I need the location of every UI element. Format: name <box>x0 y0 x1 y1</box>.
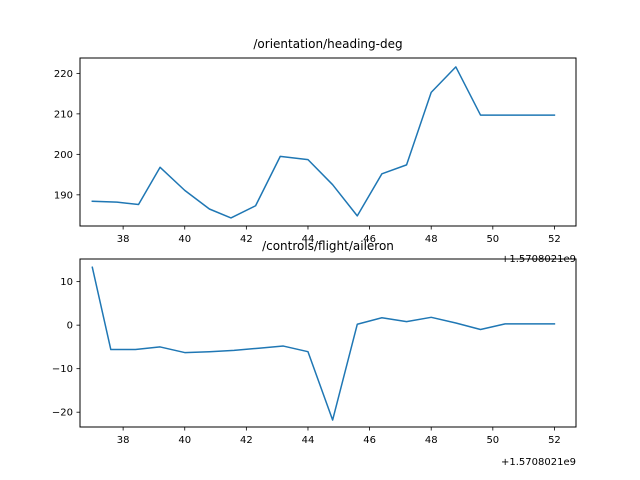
aileron-x-tick-label: 38 <box>117 435 130 446</box>
heading-x-tick-label: 50 <box>486 234 499 245</box>
aileron-x-offset-label: +1.5708021e9 <box>501 457 576 468</box>
aileron-x-tick-label: 42 <box>240 435 253 446</box>
heading-x-tick-label: 52 <box>548 234 561 245</box>
aileron-subplot: /controls/flight/aileron 38 40 42 44 46 48 50 5… <box>52 239 577 468</box>
heading-x-tick-label: 46 <box>363 234 376 245</box>
aileron-x-tick-label: 40 <box>178 435 191 446</box>
heading-y-tick-label: 210 <box>54 109 73 120</box>
heading-subplot-ticks: 38 40 42 44 46 48 50 52 190 200 210 220 <box>54 69 561 245</box>
heading-subplot-title: /orientation/heading-deg <box>253 37 402 51</box>
heading-x-tick-label: 42 <box>240 234 253 245</box>
heading-x-tick-label: 48 <box>425 234 438 245</box>
heading-y-tick-label: 200 <box>54 150 73 161</box>
aileron-x-tick-label: 46 <box>363 435 376 446</box>
aileron-x-tick-label: 50 <box>486 435 499 446</box>
aileron-x-tick-label: 44 <box>302 435 315 446</box>
heading-y-tick-label: 190 <box>54 190 73 201</box>
aileron-subplot-ticks: 38 40 42 44 46 48 50 52 10 0 −10 −20 <box>52 277 561 446</box>
aileron-subplot-title: /controls/flight/aileron <box>262 239 394 253</box>
aileron-series-line <box>91 266 556 421</box>
heading-x-tick-label: 38 <box>117 234 130 245</box>
aileron-x-tick-label: 48 <box>425 435 438 446</box>
heading-series-line <box>91 66 556 219</box>
heading-y-tick-label: 220 <box>54 69 73 80</box>
aileron-y-tick-label: −20 <box>52 408 73 419</box>
aileron-subplot-frame <box>79 258 577 428</box>
aileron-y-tick-label: 0 <box>67 321 73 332</box>
heading-subplot-frame <box>79 57 577 227</box>
aileron-y-tick-label: −10 <box>52 364 73 375</box>
heading-x-tick-label: 44 <box>302 234 315 245</box>
aileron-x-tick-label: 52 <box>548 435 561 446</box>
heading-x-tick-label: 40 <box>178 234 191 245</box>
aileron-y-tick-label: 10 <box>60 277 73 288</box>
